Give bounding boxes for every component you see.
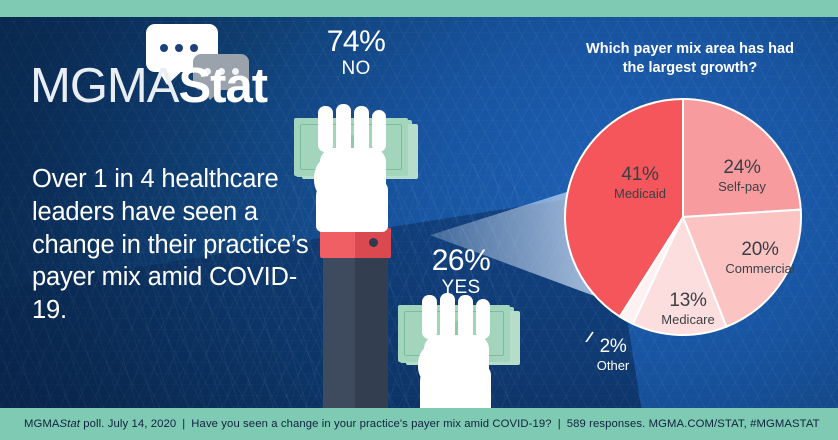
pie-slice-selfpay <box>682 97 802 219</box>
top-accent-bar <box>0 0 838 17</box>
pie-label-commercial: 20% Commercial <box>712 239 808 277</box>
pie-name-commercial: Commercial <box>725 260 795 276</box>
pie-chart-svg <box>564 97 802 342</box>
footer-poll: poll. July 14, 2020 <box>80 418 177 430</box>
pie-label-medicaid: 41% Medicaid <box>596 164 684 202</box>
pie-leader-line-other <box>585 331 594 342</box>
stat-no-text: 74% NO <box>292 26 420 80</box>
headline-text: Over 1 in 4 healthcare leaders have seen… <box>32 165 309 325</box>
pie-value-medicaid: 41% <box>621 164 659 185</box>
pie-value-medicare: 13% <box>669 290 707 311</box>
footer-text: MGMAStat poll. July 14, 2020 | Have you se… <box>0 418 820 430</box>
footer-bar: MGMAStat poll. July 14, 2020 | Have you se… <box>0 408 838 440</box>
footer-brand-italic: Stat <box>59 418 81 430</box>
pie-value-other: 2% <box>599 336 627 357</box>
pie-question-title: Which payer mix area has had the largest… <box>586 41 794 77</box>
pie-value-commercial: 20% <box>741 239 779 260</box>
stat-yes-value: 26% <box>431 244 491 277</box>
logo-text-mgma: MGMA <box>30 59 179 113</box>
pie-name-selfpay: Self-pay <box>718 178 766 194</box>
pie-slice-commercial <box>681 208 802 329</box>
stat-no-value: 74% <box>326 25 386 58</box>
stat-yes-label: YES <box>441 276 481 298</box>
stat-no-label: NO <box>341 57 371 79</box>
speech-bubble-dots-gray <box>204 68 239 75</box>
footer-responses: 589 responses. MGMA.COM/STAT, #MGMASTAT <box>566 418 820 430</box>
logo-text-stat: Stat <box>178 59 268 113</box>
pie-value-selfpay: 24% <box>723 157 761 178</box>
payer-mix-pie-chart <box>560 96 806 342</box>
footer-sep-2: | <box>557 418 561 430</box>
speech-bubble-dots <box>160 44 198 52</box>
footer-sep-1: | <box>182 418 186 430</box>
speech-bubble-gray-icon <box>193 54 249 100</box>
stat-yes-text: 26% YES <box>398 245 524 299</box>
pie-label-other: 2% Other <box>575 336 651 374</box>
footer-question: Have you seen a change in your practice'… <box>191 418 552 430</box>
pie-slice-medicare <box>631 214 728 336</box>
pie-name-medicare: Medicare <box>661 311 715 327</box>
stat-yes-group: 26% YES <box>398 245 524 440</box>
pie-name-other: Other <box>596 357 630 373</box>
mgma-stat-logo: MGMAStat <box>30 24 268 111</box>
footer-brand: MGMA <box>24 418 60 430</box>
pie-name-medicaid: Medicaid <box>613 185 667 201</box>
pie-label-selfpay: 24% Self-pay <box>700 157 784 195</box>
hand-illustration-yes <box>398 293 524 440</box>
pie-label-medicare: 13% Medicare <box>646 290 730 328</box>
logo-wordmark: MGMAStat <box>30 59 268 113</box>
pie-slice-medicaid <box>564 97 684 319</box>
